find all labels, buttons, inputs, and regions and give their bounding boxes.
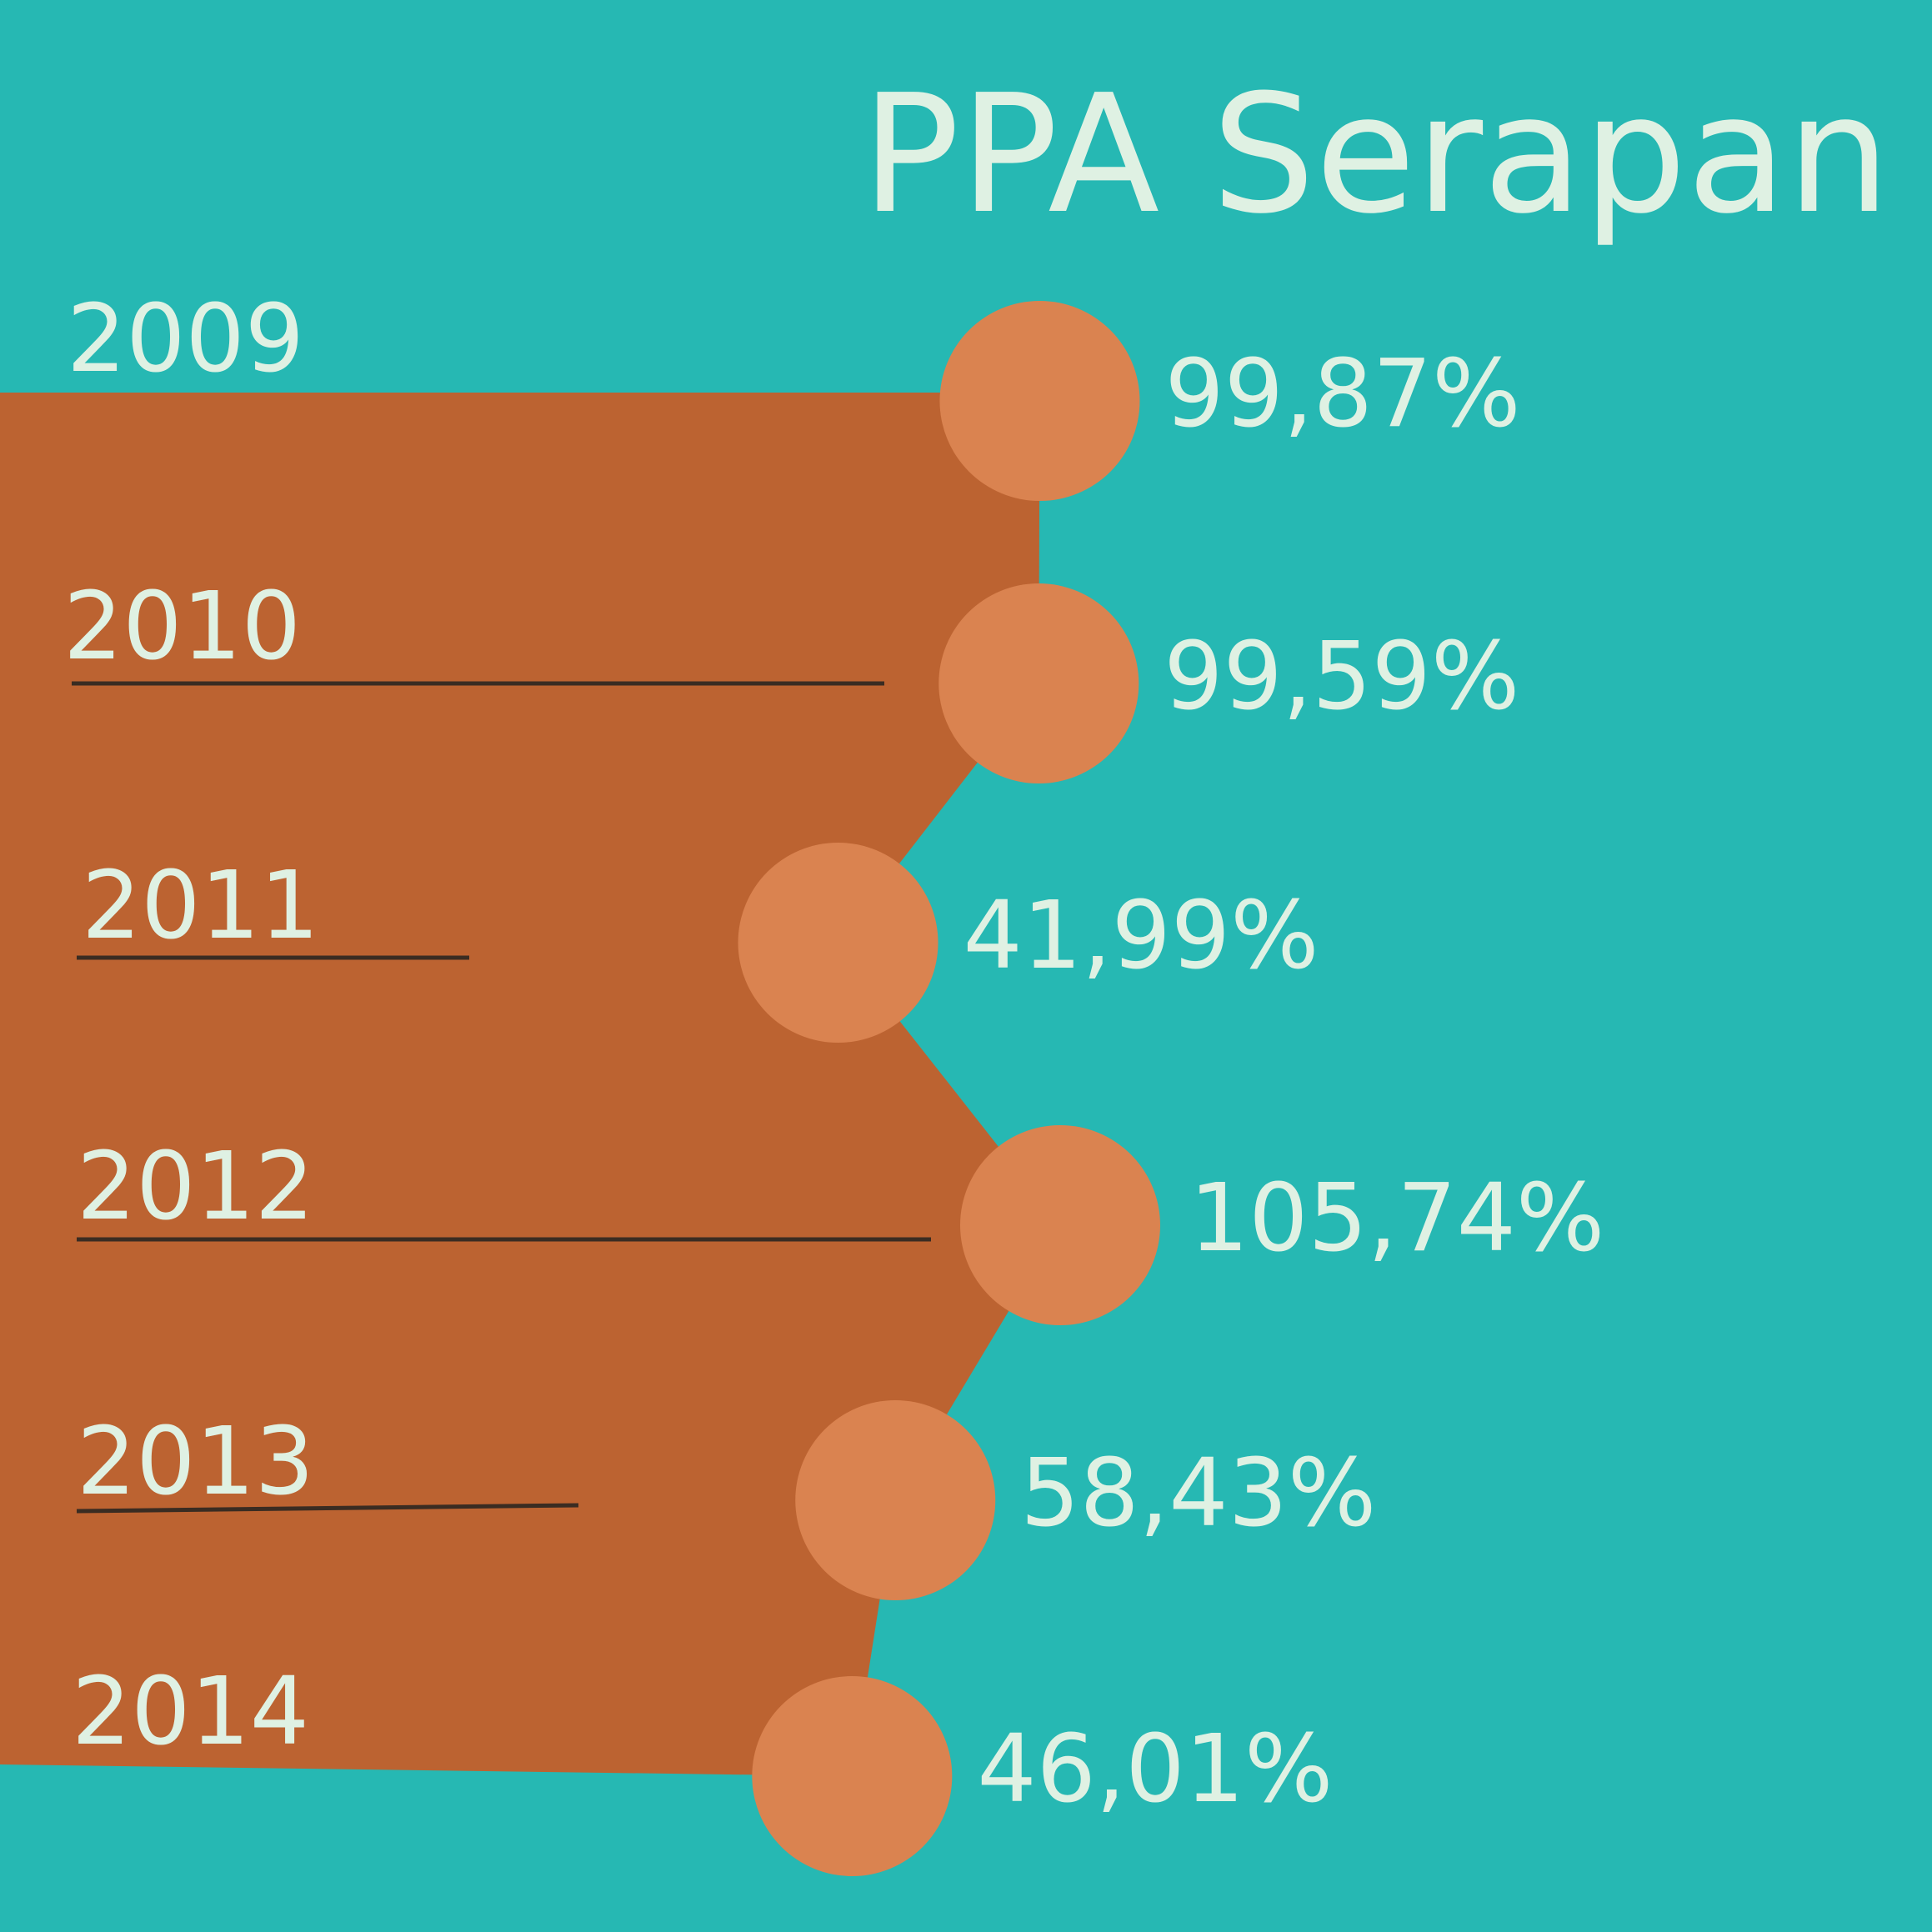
data-point-marker — [795, 1400, 996, 1600]
value-label: 46,01% — [977, 1715, 1333, 1824]
value-label: 41,99% — [963, 882, 1319, 990]
year-underline — [76, 1503, 579, 1514]
year-label: 2010 — [63, 573, 301, 681]
value-label: 99,87% — [1164, 340, 1520, 448]
year-underlines — [72, 681, 931, 1514]
data-markers — [738, 301, 1160, 1876]
year-label: 2012 — [77, 1133, 314, 1241]
value-label: 58,43% — [1020, 1439, 1376, 1548]
data-point-marker — [738, 843, 938, 1043]
year-label: 2014 — [72, 1658, 309, 1766]
data-point-marker — [752, 1676, 953, 1876]
year-label: 2009 — [67, 285, 304, 393]
year-labels: 2009 2010 2011 2012 2013 2014 — [63, 285, 319, 1766]
chart-title: PPA Serapan — [861, 60, 1890, 250]
year-label: 2013 — [77, 1408, 314, 1516]
data-point-marker — [959, 1125, 1160, 1325]
serapan-area — [0, 393, 1060, 1776]
data-point-marker — [939, 301, 1140, 501]
year-label: 2011 — [82, 852, 319, 960]
data-point-marker — [938, 583, 1139, 783]
value-label: 105,74% — [1189, 1164, 1604, 1273]
value-labels: 99,87% 99,59% 41,99% 105,74% 58,43% 46,01% — [963, 340, 1605, 1824]
value-label: 99,59% — [1164, 623, 1519, 731]
